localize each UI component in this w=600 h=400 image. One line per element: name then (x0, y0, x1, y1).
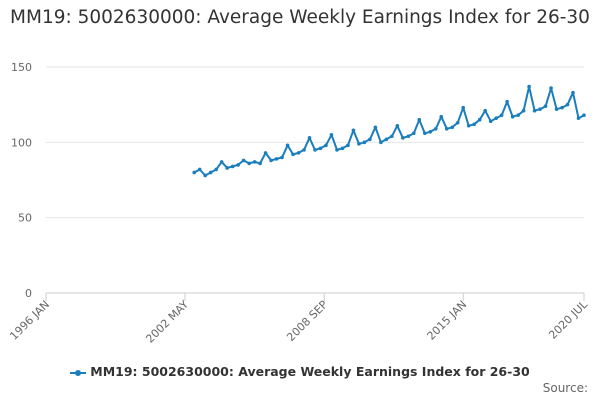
source-label: Source: (542, 381, 588, 395)
data-point (313, 148, 317, 152)
data-point (554, 107, 559, 111)
data-point (263, 151, 268, 155)
data-point (384, 137, 389, 142)
data-point (390, 134, 394, 139)
data-point (285, 143, 290, 148)
data-point (417, 117, 422, 122)
data-point (351, 128, 356, 133)
data-point (510, 114, 515, 119)
data-point (401, 136, 405, 140)
data-point (296, 151, 301, 155)
data-point (428, 129, 433, 134)
data-point (368, 137, 372, 142)
data-point (252, 160, 257, 164)
data-point (258, 161, 262, 166)
data-point (395, 123, 400, 128)
legend-line-swatch (70, 368, 87, 378)
data-point (274, 157, 279, 161)
data-point (494, 116, 498, 121)
data-point (379, 140, 383, 145)
data-point (477, 117, 482, 122)
data-point (373, 125, 378, 130)
x-tick-label: 2002 MAY (143, 298, 191, 346)
data-point (466, 123, 471, 128)
data-point (335, 148, 339, 152)
data-point (521, 108, 526, 113)
data-point (538, 107, 542, 111)
data-point (527, 84, 531, 89)
data-point (346, 143, 350, 148)
data-point (582, 113, 586, 118)
data-point (307, 136, 312, 140)
data-point (324, 143, 328, 148)
data-point (516, 113, 520, 118)
data-point (422, 131, 427, 136)
data-point (318, 146, 323, 151)
chart-legend[interactable]: MM19: 5002630000: Average Weekly Earning… (0, 364, 600, 379)
y-tick-label: 150 (11, 61, 32, 74)
data-point (433, 126, 438, 131)
data-point (329, 133, 334, 137)
data-point (461, 105, 466, 110)
data-point (225, 166, 229, 170)
data-point (230, 164, 235, 169)
data-point (280, 155, 284, 160)
data-point (291, 152, 295, 157)
data-point (439, 114, 444, 119)
data-point (560, 105, 564, 110)
data-point (340, 146, 345, 151)
data-point (214, 167, 218, 172)
chart-title: MM19: 5002630000: Average Weekly Earning… (10, 7, 590, 28)
data-point (247, 161, 251, 166)
x-tick-label: 2008 SEP (284, 298, 330, 344)
data-point (236, 163, 240, 167)
data-point (302, 148, 306, 152)
data-point (571, 90, 575, 95)
data-point (406, 134, 411, 139)
data-point (450, 125, 455, 130)
data-point (505, 99, 509, 104)
data-point (488, 119, 493, 124)
data-point (203, 173, 208, 178)
y-tick-label: 100 (11, 136, 32, 149)
y-tick-label: 50 (18, 212, 32, 225)
data-point (455, 120, 460, 125)
legend-label: MM19: 5002630000: Average Weekly Earning… (90, 364, 530, 379)
data-point (499, 113, 504, 118)
series-line (193, 85, 585, 177)
data-point (565, 102, 570, 107)
data-point (241, 158, 246, 163)
data-point (362, 140, 367, 145)
data-point (532, 108, 537, 113)
data-point (472, 122, 477, 127)
data-point (549, 86, 553, 90)
data-point (197, 167, 202, 172)
x-tick-label: 2015 JAN (425, 298, 470, 343)
data-point (543, 104, 548, 108)
data-point (357, 142, 361, 146)
data-point (192, 170, 197, 175)
y-tick-label: 0 (25, 287, 32, 300)
x-tick-label: 2020 JUL (546, 297, 590, 341)
data-point (269, 158, 273, 163)
data-point (412, 131, 416, 136)
x-tick-label: 1996 JAN (7, 298, 52, 343)
data-point (208, 170, 213, 175)
data-point (576, 116, 581, 121)
data-point (444, 126, 449, 131)
data-point (219, 160, 224, 164)
data-point (483, 108, 487, 113)
